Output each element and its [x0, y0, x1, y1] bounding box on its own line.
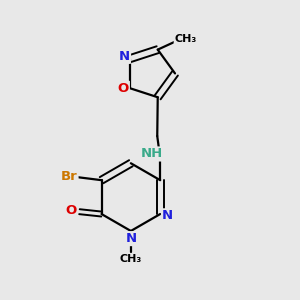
Text: O: O [66, 204, 77, 217]
Text: N: N [162, 209, 173, 222]
Text: NH: NH [141, 148, 163, 160]
Text: O: O [118, 82, 129, 95]
Text: N: N [119, 50, 130, 63]
Text: CH₃: CH₃ [175, 34, 197, 44]
Text: N: N [125, 232, 136, 245]
Text: CH₃: CH₃ [120, 254, 142, 264]
Text: Br: Br [61, 169, 77, 183]
